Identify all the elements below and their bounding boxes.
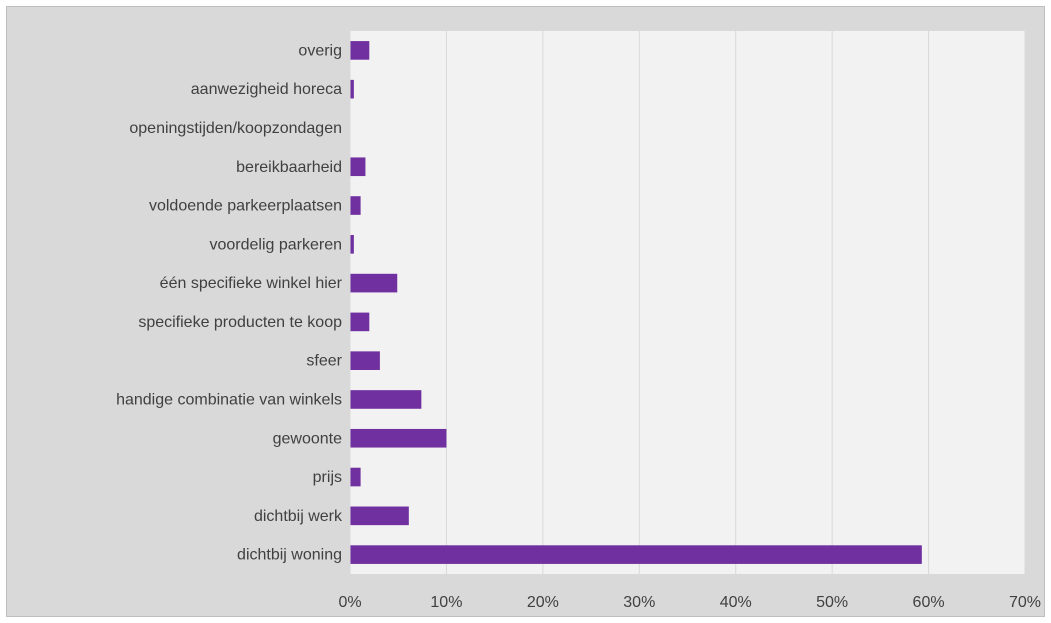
x-axis-tick-labels: 0% 10% 20% 30% 40% 50% 60% 70% [338, 594, 1041, 611]
x-tick-label: 40% [720, 594, 752, 611]
bar [350, 390, 422, 409]
bar [350, 157, 366, 177]
bar [350, 428, 447, 448]
bar [350, 79, 354, 99]
bar [350, 506, 409, 526]
category-label: handige combinatie van winkels [116, 391, 342, 408]
x-tick-label: 30% [623, 594, 655, 611]
category-label: één specifieke winkel hier [160, 275, 343, 292]
category-label: openingstijden/koopzondagen [129, 120, 342, 137]
bar-chart: overig aanwezigheid horeca openingstijden/… [116, 31, 1041, 611]
category-labels: overig aanwezigheid horeca openingstijden/… [116, 42, 343, 563]
plot-area [350, 31, 1025, 574]
x-tick-label: 50% [816, 594, 848, 611]
bar [350, 196, 361, 215]
category-label: voordelig parkeren [209, 236, 342, 253]
x-tick-label: 20% [527, 594, 559, 611]
category-label: gewoonte [273, 430, 342, 447]
category-label: prijs [313, 469, 342, 486]
x-tick-label: 0% [338, 594, 361, 611]
chart-area: overig aanwezigheid horeca openingstijden/… [6, 6, 1045, 617]
gridlines [445, 31, 1026, 574]
category-label: bereikbaarheid [236, 159, 342, 176]
category-label: voldoende parkeerplaatsen [149, 198, 342, 215]
bar [350, 41, 370, 60]
bar [350, 273, 398, 293]
x-tick-label: 70% [1009, 594, 1041, 611]
bar [350, 312, 370, 332]
category-label: dichtbij werk [254, 508, 343, 525]
bars [350, 41, 922, 564]
category-label: specifieke producten te koop [138, 314, 342, 331]
x-tick-label: 10% [430, 594, 462, 611]
bar [350, 351, 380, 370]
bar [350, 235, 354, 254]
bar [350, 467, 361, 487]
x-tick-label: 60% [913, 594, 945, 611]
category-label: sfeer [306, 353, 342, 370]
category-label: aanwezigheid horeca [191, 81, 342, 98]
bar [350, 545, 922, 564]
category-label: overig [298, 42, 342, 59]
category-label: dichtbij woning [237, 547, 342, 564]
